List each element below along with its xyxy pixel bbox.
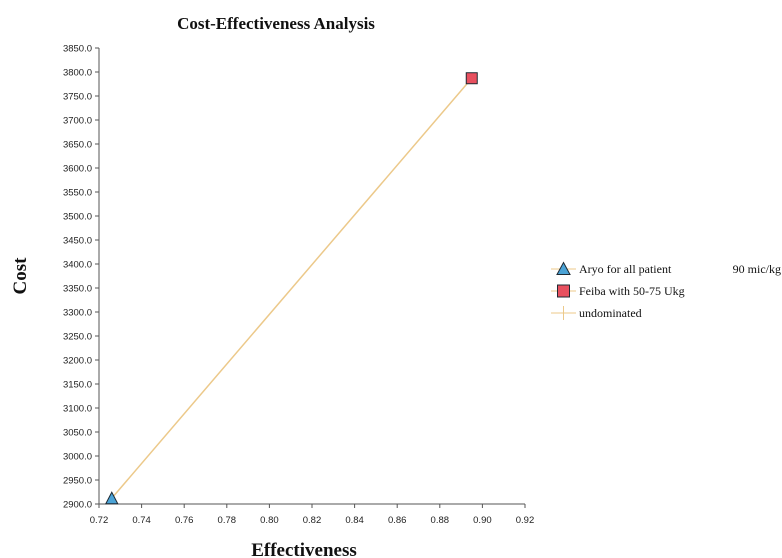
y-tick-label: 3800.0 [63,68,92,79]
y-tick-label: 3450.0 [63,236,92,247]
triangle-icon [556,261,571,275]
chart-title: Cost-Effectiveness Analysis [177,14,375,33]
legend-label-undominated: undominated [579,306,642,320]
y-tick-label: 3150.0 [63,380,92,391]
y-tick-label: 3600.0 [63,164,92,175]
y-tick-label: 3200.0 [63,356,92,367]
aryo-point [104,491,119,505]
legend-label-aryo: Aryo for all patient [579,262,672,276]
x-tick-label: 0.80 [260,515,279,526]
y-axis-title: Cost [10,257,31,295]
y-tick-label: 2900.0 [63,500,92,511]
y-tick-label: 3350.0 [63,284,92,295]
y-tick-label: 3850.0 [63,44,92,55]
y-tick-label: 3500.0 [63,212,92,223]
x-tick-label: 0.76 [175,515,194,526]
legend: Aryo for all patient 90 mic/kg Feiba wit… [551,261,781,320]
legend-label-feiba: Feiba with 50-75 Ukg [579,284,685,298]
axes [98,48,525,505]
y-tick-label: 3050.0 [63,428,92,439]
y-tick-label: 3550.0 [63,188,92,199]
feiba-point [465,72,478,85]
legend-item-feiba: Feiba with 50-75 Ukg [551,284,685,298]
x-axis-title: Effectiveness [251,540,357,558]
x-tick-label: 0.84 [345,515,364,526]
x-tick-label: 0.72 [90,515,109,526]
x-tick-label: 0.88 [431,515,450,526]
y-tick-label: 3650.0 [63,140,92,151]
x-ticks: 0.72 0.74 0.76 0.78 0.80 0.82 0.84 0.86 0.88 0.90… [90,504,535,526]
y-tick-label: 3750.0 [63,92,92,103]
x-tick-label: 0.90 [473,515,492,526]
y-ticks: 2900.0 2950.0 3000.0 3050.0 3100.0 3150.0 3200… [63,44,99,511]
x-tick-label: 0.92 [516,515,535,526]
legend-item-undominated: undominated [551,306,642,320]
x-tick-label: 0.82 [303,515,322,526]
square-icon [557,284,570,298]
plot-marks [104,72,478,505]
y-tick-label: 3250.0 [63,332,92,343]
legend-item-aryo: Aryo for all patient 90 mic/kg [551,261,781,276]
y-tick-label: 3700.0 [63,116,92,127]
x-tick-label: 0.86 [388,515,407,526]
y-tick-label: 2950.0 [63,476,92,487]
x-tick-label: 0.74 [132,515,151,526]
y-tick-label: 3000.0 [63,452,92,463]
legend-extra-label-aryo: 90 mic/kg [733,262,781,276]
y-tick-label: 3100.0 [63,404,92,415]
y-tick-label: 3300.0 [63,308,92,319]
x-tick-label: 0.78 [218,515,237,526]
undominated-line [111,77,473,499]
y-tick-label: 3400.0 [63,260,92,271]
